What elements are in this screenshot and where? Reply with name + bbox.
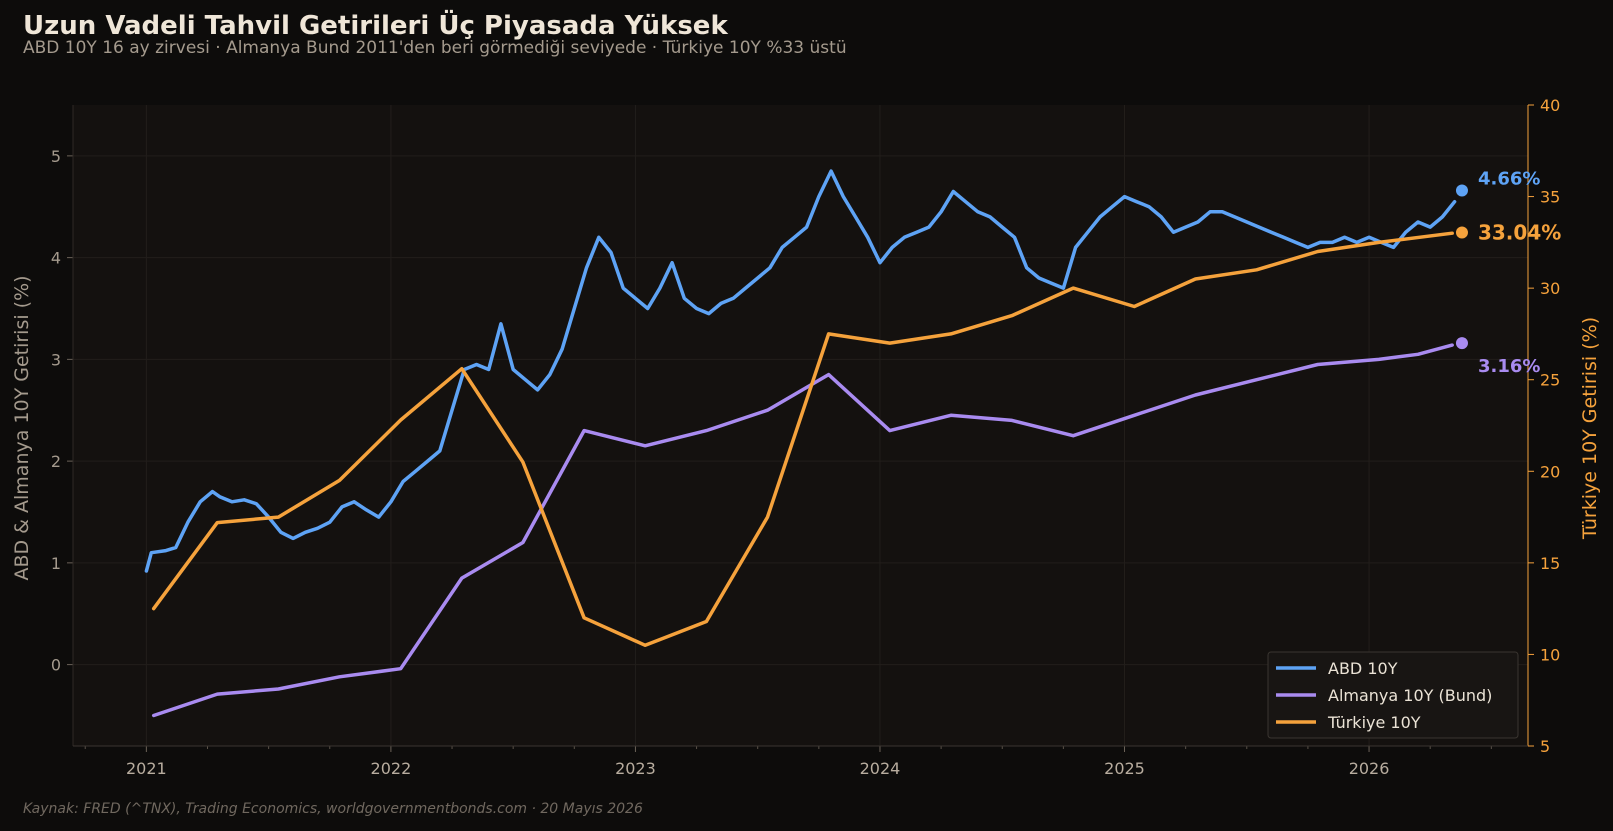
end-point-tr [1455, 226, 1468, 239]
plot-area [73, 105, 1528, 746]
end-label-tr: 33.04% [1478, 220, 1561, 244]
x-tick-label: 2024 [860, 759, 901, 778]
grid-lines [73, 105, 1528, 746]
y-right-tick-label: 15 [1540, 554, 1560, 573]
y-right-tick-label: 35 [1540, 188, 1560, 207]
series-group [144, 169, 1457, 718]
legend-label-us: ABD 10Y [1328, 659, 1398, 678]
source-note: Kaynak: FRED (^TNX), Trading Economics, … [23, 801, 643, 817]
end-markers: 4.66% 3.16% 33.04% [1455, 168, 1561, 377]
y-left-tick-label: 5 [51, 147, 61, 166]
y-right-tick-label: 40 [1540, 96, 1560, 115]
y-left-axis-label: ABD & Almanya 10Y Getirisi (%) [11, 275, 33, 580]
y-right-tick-label: 20 [1540, 462, 1560, 481]
series-line-us [144, 169, 1457, 573]
end-label-us: 4.66% [1478, 168, 1540, 189]
x-tick-label: 2025 [1104, 759, 1145, 778]
y-left-tick-label: 0 [51, 656, 61, 675]
end-label-de: 3.16% [1478, 356, 1540, 377]
legend-label-de: Almanya 10Y (Bund) [1328, 686, 1492, 705]
chart-title: Uzun Vadeli Tahvil Getirileri Üç Piyasad… [23, 11, 728, 41]
y-right-tick-label: 30 [1540, 279, 1560, 298]
legend-label-tr: Türkiye 10Y [1327, 713, 1421, 732]
end-point-us [1455, 184, 1468, 197]
x-tick-label: 2022 [371, 759, 412, 778]
y-left-tick-label: 2 [51, 452, 61, 471]
x-tick-label: 2021 [126, 759, 167, 778]
legend: ABD 10Y Almanya 10Y (Bund) Türkiye 10Y [1267, 651, 1519, 739]
series-line-de [151, 343, 1454, 718]
y-right-tick-label: 5 [1540, 737, 1550, 756]
y-left-tick-label: 3 [51, 350, 61, 369]
axes: 2021 2022 2023 2024 2025 20260123455101520253… [51, 96, 1561, 778]
chart-subtitle: ABD 10Y 16 ay zirvesi · Almanya Bund 201… [23, 38, 847, 58]
y-right-tick-label: 25 [1540, 371, 1560, 390]
x-tick-label: 2026 [1349, 759, 1390, 778]
x-tick-label: 2023 [615, 759, 656, 778]
y-right-tick-label: 10 [1540, 645, 1560, 664]
series-line-tr [151, 231, 1454, 648]
y-left-tick-label: 4 [51, 249, 61, 268]
y-right-axis-label: Türkiye 10Y Getirisi (%) [1579, 317, 1601, 540]
legend-box [1267, 651, 1519, 739]
y-left-tick-label: 1 [51, 554, 61, 573]
end-point-de [1455, 337, 1468, 350]
